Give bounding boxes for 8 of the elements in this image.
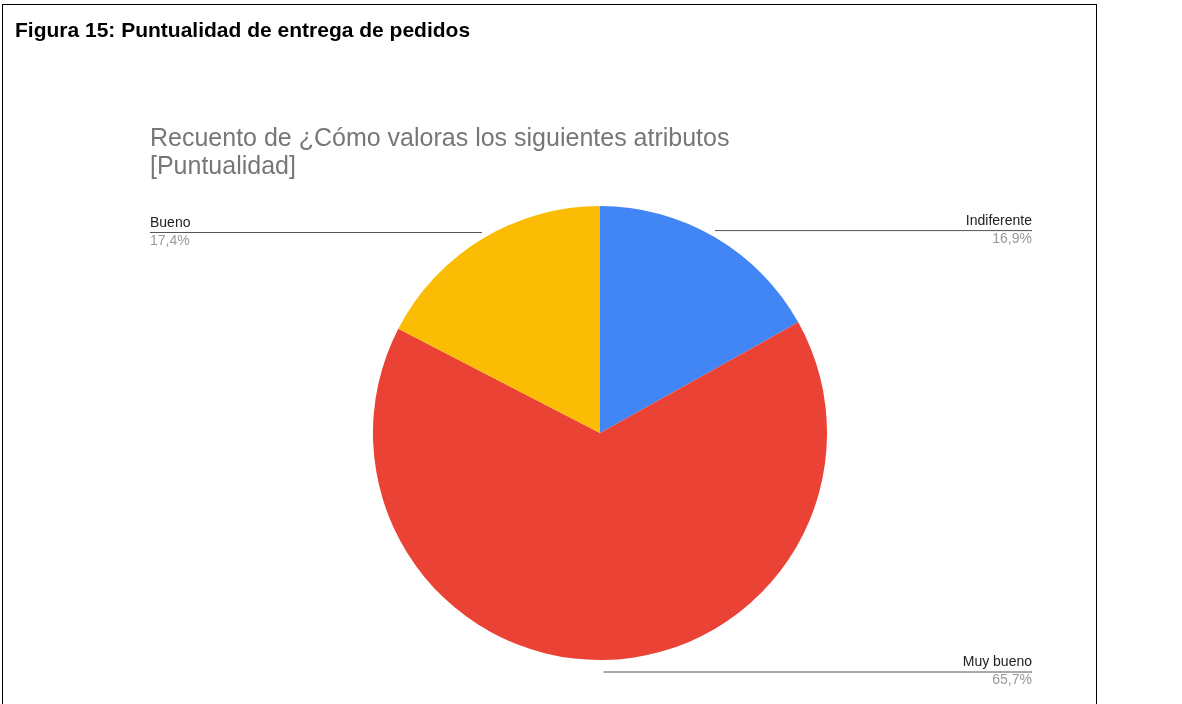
slice-label: Muy bueno xyxy=(962,653,1033,670)
data-label: 65,7% xyxy=(992,671,1032,688)
slice-label: Bueno xyxy=(150,213,191,230)
data-label: 17,4% xyxy=(150,231,190,248)
chart-subtitle: Recuento de ¿Cómo valoras los siguientes atributos [Puntualidad] xyxy=(150,123,730,179)
slice-label: Indiferente xyxy=(965,211,1033,228)
data-label: 16,9% xyxy=(992,229,1032,246)
chart-title: Figura 15: Puntualidad de entrega de pedidos xyxy=(15,18,471,41)
